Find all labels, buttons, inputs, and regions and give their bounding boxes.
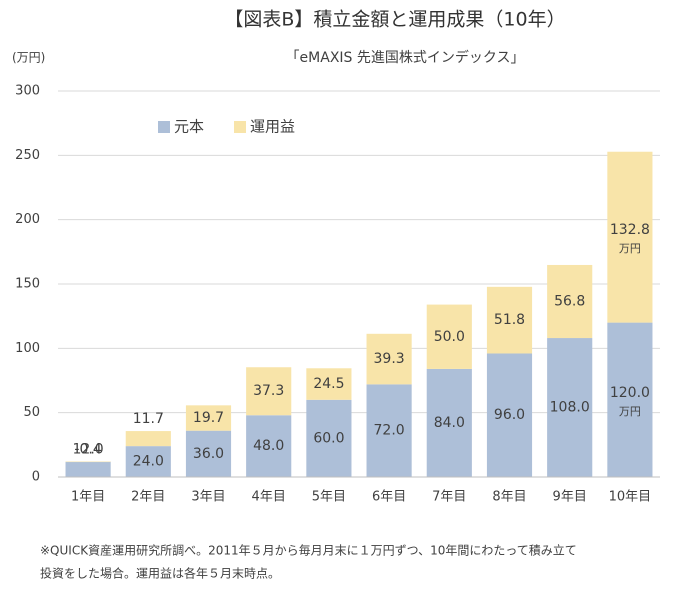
y-tick-label: 150 xyxy=(15,277,40,292)
legend-label: 運用益 xyxy=(250,118,295,136)
value-label: 39.3 xyxy=(374,351,405,367)
footnote: 投資をした場合。運用益は各年５月末時点。 xyxy=(40,566,280,581)
bar-segment xyxy=(426,368,472,477)
value-unit: 万円 xyxy=(619,405,641,418)
value-label: 12.0 xyxy=(73,442,104,458)
value-label: 11.7 xyxy=(133,411,164,427)
value-label: -0.4 xyxy=(74,442,101,458)
bar-segment xyxy=(185,430,232,477)
value-label: 36.0 xyxy=(193,446,224,462)
y-tick-label: 250 xyxy=(15,148,40,163)
bar-segment xyxy=(125,431,171,447)
value-label: 132.8 xyxy=(610,222,650,238)
x-tick-label: 1年目 xyxy=(71,490,105,505)
legend-swatch xyxy=(234,121,246,133)
x-tick-label: 4年目 xyxy=(252,490,286,505)
bar-segment xyxy=(607,151,653,323)
value-label: 84.0 xyxy=(434,415,465,431)
value-label: 72.0 xyxy=(374,423,405,439)
value-label: 108.0 xyxy=(550,400,590,416)
legend-label: 元本 xyxy=(174,118,204,136)
bar-segment xyxy=(65,461,111,463)
bar-segment xyxy=(366,384,412,477)
bar-segment xyxy=(426,304,472,369)
value-label: 120.0 xyxy=(610,385,650,401)
y-tick-label: 200 xyxy=(15,212,40,227)
x-tick-label: 3年目 xyxy=(191,490,225,505)
value-label: 56.8 xyxy=(554,293,585,309)
y-tick-label: 50 xyxy=(23,405,40,420)
y-tick-label: 100 xyxy=(15,341,40,356)
x-tick-label: 2年目 xyxy=(131,490,165,505)
x-tick-label: 8年目 xyxy=(492,490,526,505)
x-tick-label: 6年目 xyxy=(372,490,406,505)
bar-segment xyxy=(65,461,111,477)
x-tick-label: 7年目 xyxy=(432,490,466,505)
bar-segment xyxy=(306,368,352,400)
bar-segment xyxy=(486,286,533,354)
y-tick-label: 300 xyxy=(15,84,40,99)
value-label: 60.0 xyxy=(313,430,344,446)
value-label: 24.0 xyxy=(133,454,164,470)
value-label: 51.8 xyxy=(494,312,525,328)
y-tick-label: 0 xyxy=(32,470,40,485)
bar-segment xyxy=(246,415,292,477)
bar-segment xyxy=(125,446,171,477)
value-label: 50.0 xyxy=(434,329,465,345)
bar-segment xyxy=(246,367,292,416)
value-label: 19.7 xyxy=(193,410,224,426)
value-label: 96.0 xyxy=(494,407,525,423)
footnote: ※QUICK資産運用研究所調べ。2011年５月から毎月月末に１万円ずつ、10年間… xyxy=(40,543,577,558)
y-unit-label: (万円) xyxy=(12,51,45,65)
chart-subtitle: 「eMAXIS 先進国株式インデックス」 xyxy=(286,49,525,66)
bar-segment xyxy=(306,399,352,477)
x-tick-label: 9年目 xyxy=(553,490,587,505)
value-label: 48.0 xyxy=(253,438,284,454)
x-tick-label: 5年目 xyxy=(312,490,346,505)
value-unit: 万円 xyxy=(619,242,641,255)
bar-segment xyxy=(185,405,232,431)
x-tick-label: 10年目 xyxy=(609,490,652,505)
value-label: 37.3 xyxy=(253,383,284,399)
bar-segment xyxy=(547,264,593,339)
bar-segment xyxy=(486,353,533,477)
value-label: 24.5 xyxy=(313,376,344,392)
bar-segment xyxy=(547,338,593,477)
bar-segment xyxy=(607,322,653,477)
bar-segment xyxy=(366,333,412,385)
legend-swatch xyxy=(158,121,170,133)
chart-title: 【図表B】積立金額と運用成果（10年） xyxy=(224,9,565,31)
